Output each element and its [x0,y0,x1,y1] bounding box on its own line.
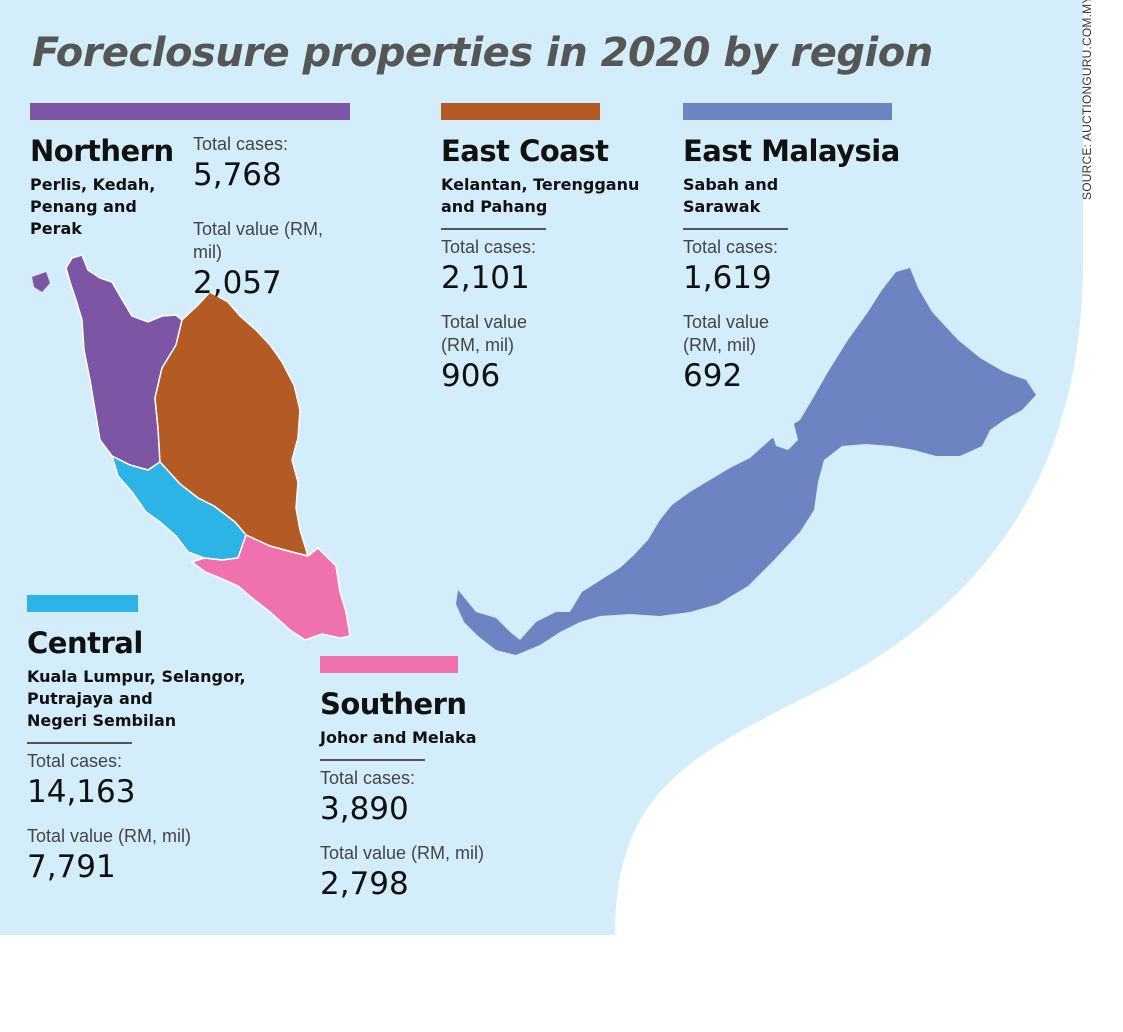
east-malaysia-states: Sabah and Sarawak [683,175,779,216]
east-malaysia-cases-label: Total cases: [683,237,779,257]
central-states: Kuala Lumpur, Selangor, Putrajaya and Ne… [27,667,246,730]
east-malaysia-region-name: East Malaysia [683,134,900,168]
east-coast-color-bar [441,103,600,120]
central-color-bar [27,595,138,612]
source-credit: SOURCE: AUCTIONGURU.COM.MY [1080,0,1094,200]
northern-region-name: Northern [30,134,174,168]
region-block-southern: Southern Johor and Melaka Total cases: 3… [320,656,580,903]
region-block-central: Central Kuala Lumpur, Selangor, Putrajay… [27,595,287,886]
northern-cases-label: Total cases: [193,134,289,154]
background-shape [0,0,1083,935]
northern-cases-value: 5,768 [193,157,282,193]
region-block-east-coast: East Coast Kelantan, Terengganu and Paha… [441,103,661,395]
east-malaysia-region[interactable] [456,268,1036,655]
northern-value-label: Total value (RM, mil) [193,219,324,262]
northern-stats: Total cases: 5,768 Total value (RM, mil)… [193,133,350,302]
east-coast-total-value: 906 [441,358,501,394]
northern-region-island [32,272,50,292]
southern-color-bar [320,656,458,673]
east-malaysia-divider [683,228,788,230]
brunei-gap [770,416,798,450]
east-coast-region-name: East Coast [441,134,609,168]
southern-divider [320,759,425,761]
central-total-value: 7,791 [27,849,116,885]
east-coast-region[interactable] [154,291,310,558]
southern-cases-label: Total cases: [320,768,416,788]
east-malaysia-cases-value: 1,619 [683,260,772,296]
region-block-east-malaysia: East Malaysia Sabah and Sarawak Total ca… [683,103,903,395]
southern-value-label: Total value (RM, mil) [320,843,485,863]
southern-cases-value: 3,890 [320,791,409,827]
east-malaysia-color-bar [683,103,892,120]
east-malaysia-value-label: Total value (RM, mil) [683,312,770,355]
northern-color-bar [30,103,350,120]
central-cases-value: 14,163 [27,774,136,810]
east-coast-cases-label: Total cases: [441,237,537,257]
southern-states: Johor and Melaka [320,728,477,747]
east-coast-value-label: Total value (RM, mil) [441,312,528,355]
central-cases-label: Total cases: [27,751,123,771]
northern-total-value: 2,057 [193,265,282,301]
northern-states: Perlis, Kedah, Penang and Perak [30,175,156,238]
southern-total-value: 2,798 [320,866,409,902]
region-block-northern: Northern Perlis, Kedah, Penang and Perak… [30,103,350,301]
east-coast-states: Kelantan, Terengganu and Pahang [441,175,640,216]
peninsular-malaysia [32,254,351,641]
southern-region[interactable] [190,533,351,641]
chart-title: Foreclosure properties in 2020 by region [32,30,933,76]
southern-region-name: Southern [320,687,467,721]
east-malaysia [456,268,1036,655]
east-malaysia-total-value: 692 [683,358,743,394]
central-value-label: Total value (RM, mil) [27,826,192,846]
central-divider [27,742,132,744]
east-coast-divider [441,228,546,230]
central-region-name: Central [27,626,143,660]
east-coast-cases-value: 2,101 [441,260,530,296]
